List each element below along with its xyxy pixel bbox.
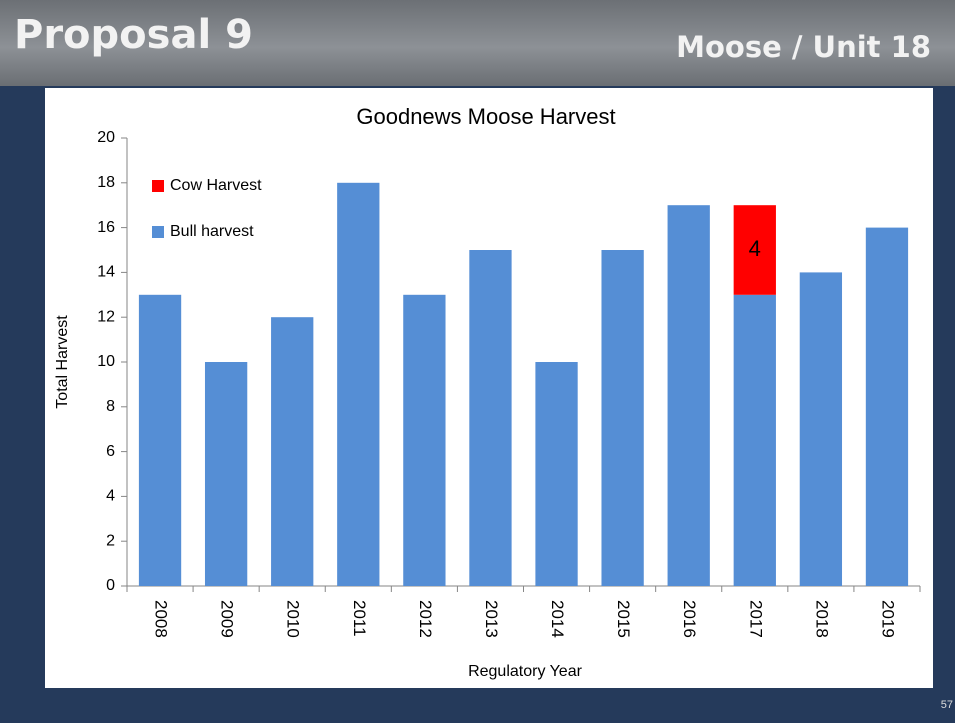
bar-segment (403, 294, 446, 586)
y-tick-label: 12 (97, 308, 115, 325)
legend-swatch (152, 226, 164, 238)
legend-label: Cow Harvest (170, 177, 262, 194)
y-tick-label: 2 (106, 532, 115, 549)
slide-subtitle: Moose / Unit 18 (676, 30, 931, 64)
x-tick-label: 2012 (416, 600, 435, 638)
slide-title: Proposal 9 (14, 12, 253, 58)
bar-segment (271, 317, 314, 586)
x-tick-label: 2008 (152, 600, 171, 638)
x-tick-label: 2017 (746, 600, 765, 638)
x-tick-label: 2018 (812, 600, 831, 638)
y-tick-label: 16 (97, 219, 115, 236)
x-tick-label: 2014 (548, 600, 567, 638)
y-tick-label: 0 (106, 577, 115, 594)
chart-title: Goodnews Moose Harvest (356, 104, 615, 129)
y-tick-label: 4 (106, 488, 115, 505)
x-tick-label: 2013 (482, 600, 501, 638)
y-axis-label: Total Harvest (54, 315, 71, 409)
bar-segment (535, 362, 578, 586)
bar-segment (733, 205, 776, 295)
bar-segment (667, 205, 710, 586)
bar-segment (733, 294, 776, 586)
y-tick-label: 20 (97, 129, 115, 146)
bar-segment (469, 250, 512, 586)
data-label: 4 (749, 236, 761, 261)
legend-label: Bull harvest (170, 223, 254, 240)
x-tick-label: 2016 (680, 600, 699, 638)
bar-segment (337, 182, 380, 587)
y-tick-label: 14 (97, 264, 115, 281)
bar-segment (204, 362, 248, 586)
x-axis-label: Regulatory Year (468, 663, 583, 680)
bar-segment (138, 294, 182, 586)
x-tick-label: 2009 (218, 600, 237, 638)
bar-segment (865, 227, 909, 586)
y-tick-label: 6 (106, 443, 115, 460)
header: Proposal 9 Moose / Unit 18 (0, 0, 955, 86)
x-tick-label: 2019 (878, 600, 897, 638)
x-tick-label: 2011 (350, 600, 369, 637)
y-tick-label: 10 (97, 353, 115, 370)
legend-swatch (152, 180, 164, 192)
x-tick-label: 2015 (614, 600, 633, 638)
bar-segment (601, 250, 644, 586)
bar-segment (799, 272, 843, 586)
page-number: 57 (940, 699, 953, 711)
y-tick-label: 18 (97, 174, 115, 191)
x-tick-label: 2010 (284, 600, 303, 638)
y-tick-label: 8 (106, 398, 115, 415)
